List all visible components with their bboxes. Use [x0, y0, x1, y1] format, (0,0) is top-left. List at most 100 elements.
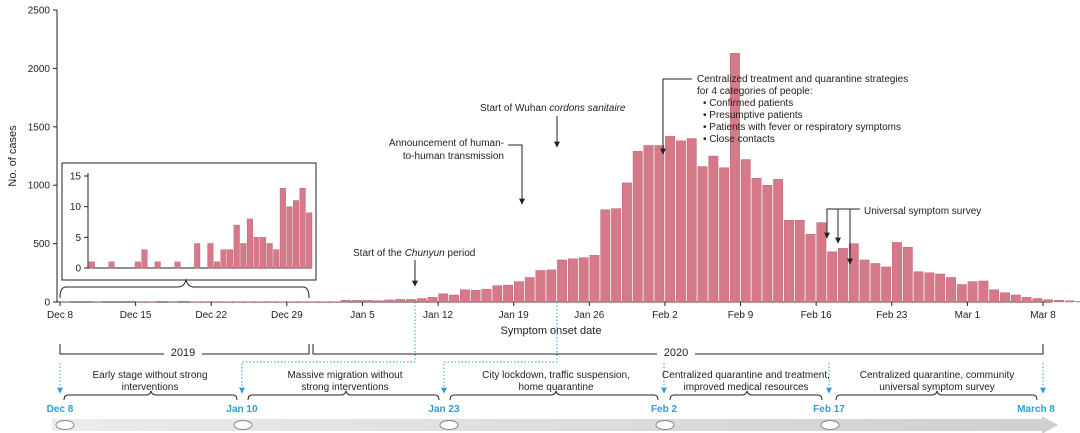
inset-bar — [134, 261, 141, 269]
period-braces — [63, 390, 1038, 401]
bar — [902, 246, 913, 303]
inset-bar — [233, 224, 240, 269]
annotation-centralized: Centralized treatment and quarantine str… — [697, 74, 908, 145]
bar — [384, 299, 395, 303]
y-axis-label: No. of cases — [7, 125, 19, 187]
bar — [341, 300, 351, 303]
bar — [892, 242, 902, 303]
bar — [373, 300, 384, 303]
inset-bar — [108, 261, 115, 269]
bar — [351, 300, 362, 303]
period-3-line1: City lockdown, traffic suspension, — [482, 370, 630, 381]
inset-bar — [246, 218, 253, 269]
timeline-node-jan10 — [233, 420, 253, 430]
connector-jan23 — [441, 302, 558, 394]
arrow-universal-survey — [824, 208, 860, 239]
inset-bar — [154, 261, 161, 269]
x-tick-label: Dec 15 — [120, 310, 152, 321]
y-tick-label: 2000 — [28, 64, 51, 75]
inset-bar — [293, 200, 300, 269]
timeline-date-dec8: Dec 8 — [47, 404, 74, 415]
bar — [438, 293, 449, 303]
annotation-chunyun: Start of the Chunyun period — [353, 248, 475, 259]
brace-period-1 — [63, 390, 238, 401]
bar — [362, 300, 373, 303]
bar — [665, 135, 676, 303]
period-5-line2: universal symptom survey — [879, 382, 995, 393]
inset-bar — [88, 261, 95, 269]
timeline-node-dec8 — [55, 420, 75, 430]
brace-period-3 — [449, 390, 659, 401]
x-tick-label: Feb 16 — [801, 310, 833, 321]
inset-bar — [207, 243, 214, 269]
inset-brace — [59, 278, 310, 299]
bar — [740, 159, 751, 303]
inset-bar — [227, 249, 234, 269]
annotation-wuhan-cordon: Start of Wuhan cordons sanitaire — [480, 103, 626, 114]
annotation-universal-survey: Universal symptom survey — [864, 206, 981, 217]
y-tick-label: 0 — [44, 298, 50, 309]
bar — [978, 280, 989, 303]
period-2-line1: Massive migration without — [287, 370, 402, 381]
annotation-centralized-6: • Close contacts — [703, 134, 775, 145]
bar — [654, 145, 665, 303]
bar-series — [60, 53, 1080, 303]
brace-period-5 — [835, 390, 1038, 401]
bar — [967, 281, 978, 303]
period-3-line2: home quarantine — [518, 382, 593, 393]
bar — [427, 297, 438, 303]
bar — [924, 272, 935, 303]
inset-bar — [286, 206, 293, 269]
inset-bar — [141, 249, 148, 269]
bar — [848, 243, 859, 303]
bar — [1000, 292, 1010, 303]
timeline-date-mar8: March 8 — [1017, 404, 1055, 415]
timeline-date-feb2: Feb 2 — [651, 404, 678, 415]
inset-bar — [253, 237, 260, 269]
bar — [805, 234, 816, 303]
bar — [686, 138, 697, 303]
inset-bar — [299, 188, 306, 269]
arrow-centralized — [660, 78, 692, 155]
bar — [1043, 299, 1054, 303]
inset-bar — [279, 188, 286, 269]
x-tick-label: Dec 22 — [195, 310, 227, 321]
x-tick-label: Feb 2 — [652, 310, 678, 321]
annotation-centralized-5: • Patients with fever or respiratory sym… — [703, 122, 901, 133]
timeline-arrow — [52, 416, 1058, 433]
inset-y-tick-label: 10 — [70, 202, 82, 213]
brace-period-2 — [247, 390, 440, 401]
timeline-date-jan23: Jan 23 — [428, 404, 460, 415]
x-tick-label: Feb 23 — [876, 310, 908, 321]
y-tick-label: 1500 — [28, 122, 51, 133]
bar — [568, 258, 578, 303]
bar — [676, 140, 686, 303]
x-tick-label: Mar 8 — [1030, 310, 1056, 321]
annotation-human-transmission-2: to-human transmission — [403, 151, 504, 162]
timeline-node-feb2 — [655, 420, 675, 430]
bar — [535, 270, 546, 303]
bar — [870, 263, 881, 303]
annotation-human-transmission-1: Announcement of human- — [389, 138, 504, 149]
bar — [784, 220, 794, 303]
inset-bar-series — [88, 188, 313, 269]
x-axis-label: Symptom onset date — [501, 325, 602, 337]
bar — [708, 155, 719, 303]
y-tick-label: 1000 — [28, 181, 51, 192]
x-tick-label: Jan 12 — [423, 310, 453, 321]
bar — [589, 255, 600, 303]
bar — [492, 285, 503, 303]
bar — [1064, 300, 1075, 303]
inset-y-tick-label: 5 — [75, 233, 81, 244]
bar — [730, 53, 740, 303]
inset-bar — [220, 249, 227, 269]
y-tick-label: 2500 — [28, 6, 51, 17]
bar — [416, 298, 427, 303]
bar — [773, 179, 784, 303]
bar — [1054, 300, 1064, 303]
period-2-line2: strong interventions — [301, 382, 388, 393]
bar — [751, 177, 762, 303]
bar — [632, 151, 643, 303]
y-ticks: 0 500 1000 1500 2000 2500 — [28, 6, 57, 309]
